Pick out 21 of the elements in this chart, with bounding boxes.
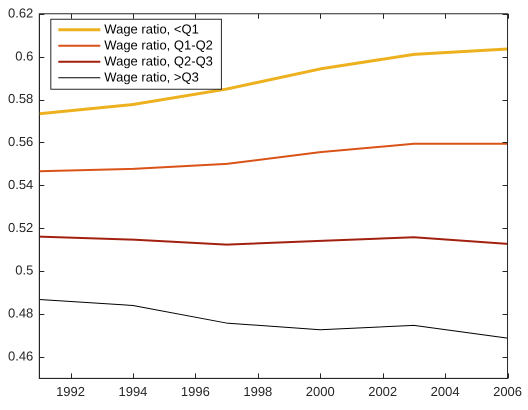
y-tick-label: 0.48: [8, 306, 34, 321]
x-tick-label: 2004: [430, 384, 460, 399]
legend-label: Wage ratio, Q2-Q3: [104, 53, 213, 68]
x-tick-label: 1996: [180, 384, 210, 399]
y-tick-label: 0.52: [8, 220, 34, 235]
y-tick-label: 0.46: [8, 348, 34, 364]
x-tick-label: 1998: [243, 384, 272, 399]
x-tick-label: 1994: [118, 384, 148, 399]
y-tick-label: 0.62: [8, 5, 34, 20]
y-tick-label: 0.58: [8, 91, 34, 106]
x-tick-label: 1992: [56, 384, 85, 399]
x-tick-label: 2000: [306, 384, 335, 399]
legend-label: Wage ratio, Q1-Q2: [104, 37, 213, 52]
legend-label: Wage ratio, >Q3: [104, 69, 199, 84]
x-tick-label: 2002: [368, 384, 398, 399]
y-tick-label: 0.54: [8, 176, 34, 192]
y-tick-label: 0.5: [15, 262, 34, 278]
y-tick-label: 0.6: [15, 48, 34, 64]
legend-label: Wage ratio, <Q1: [104, 21, 199, 36]
y-tick-label: 0.56: [8, 134, 34, 150]
x-tick-label: 2006: [493, 384, 522, 399]
